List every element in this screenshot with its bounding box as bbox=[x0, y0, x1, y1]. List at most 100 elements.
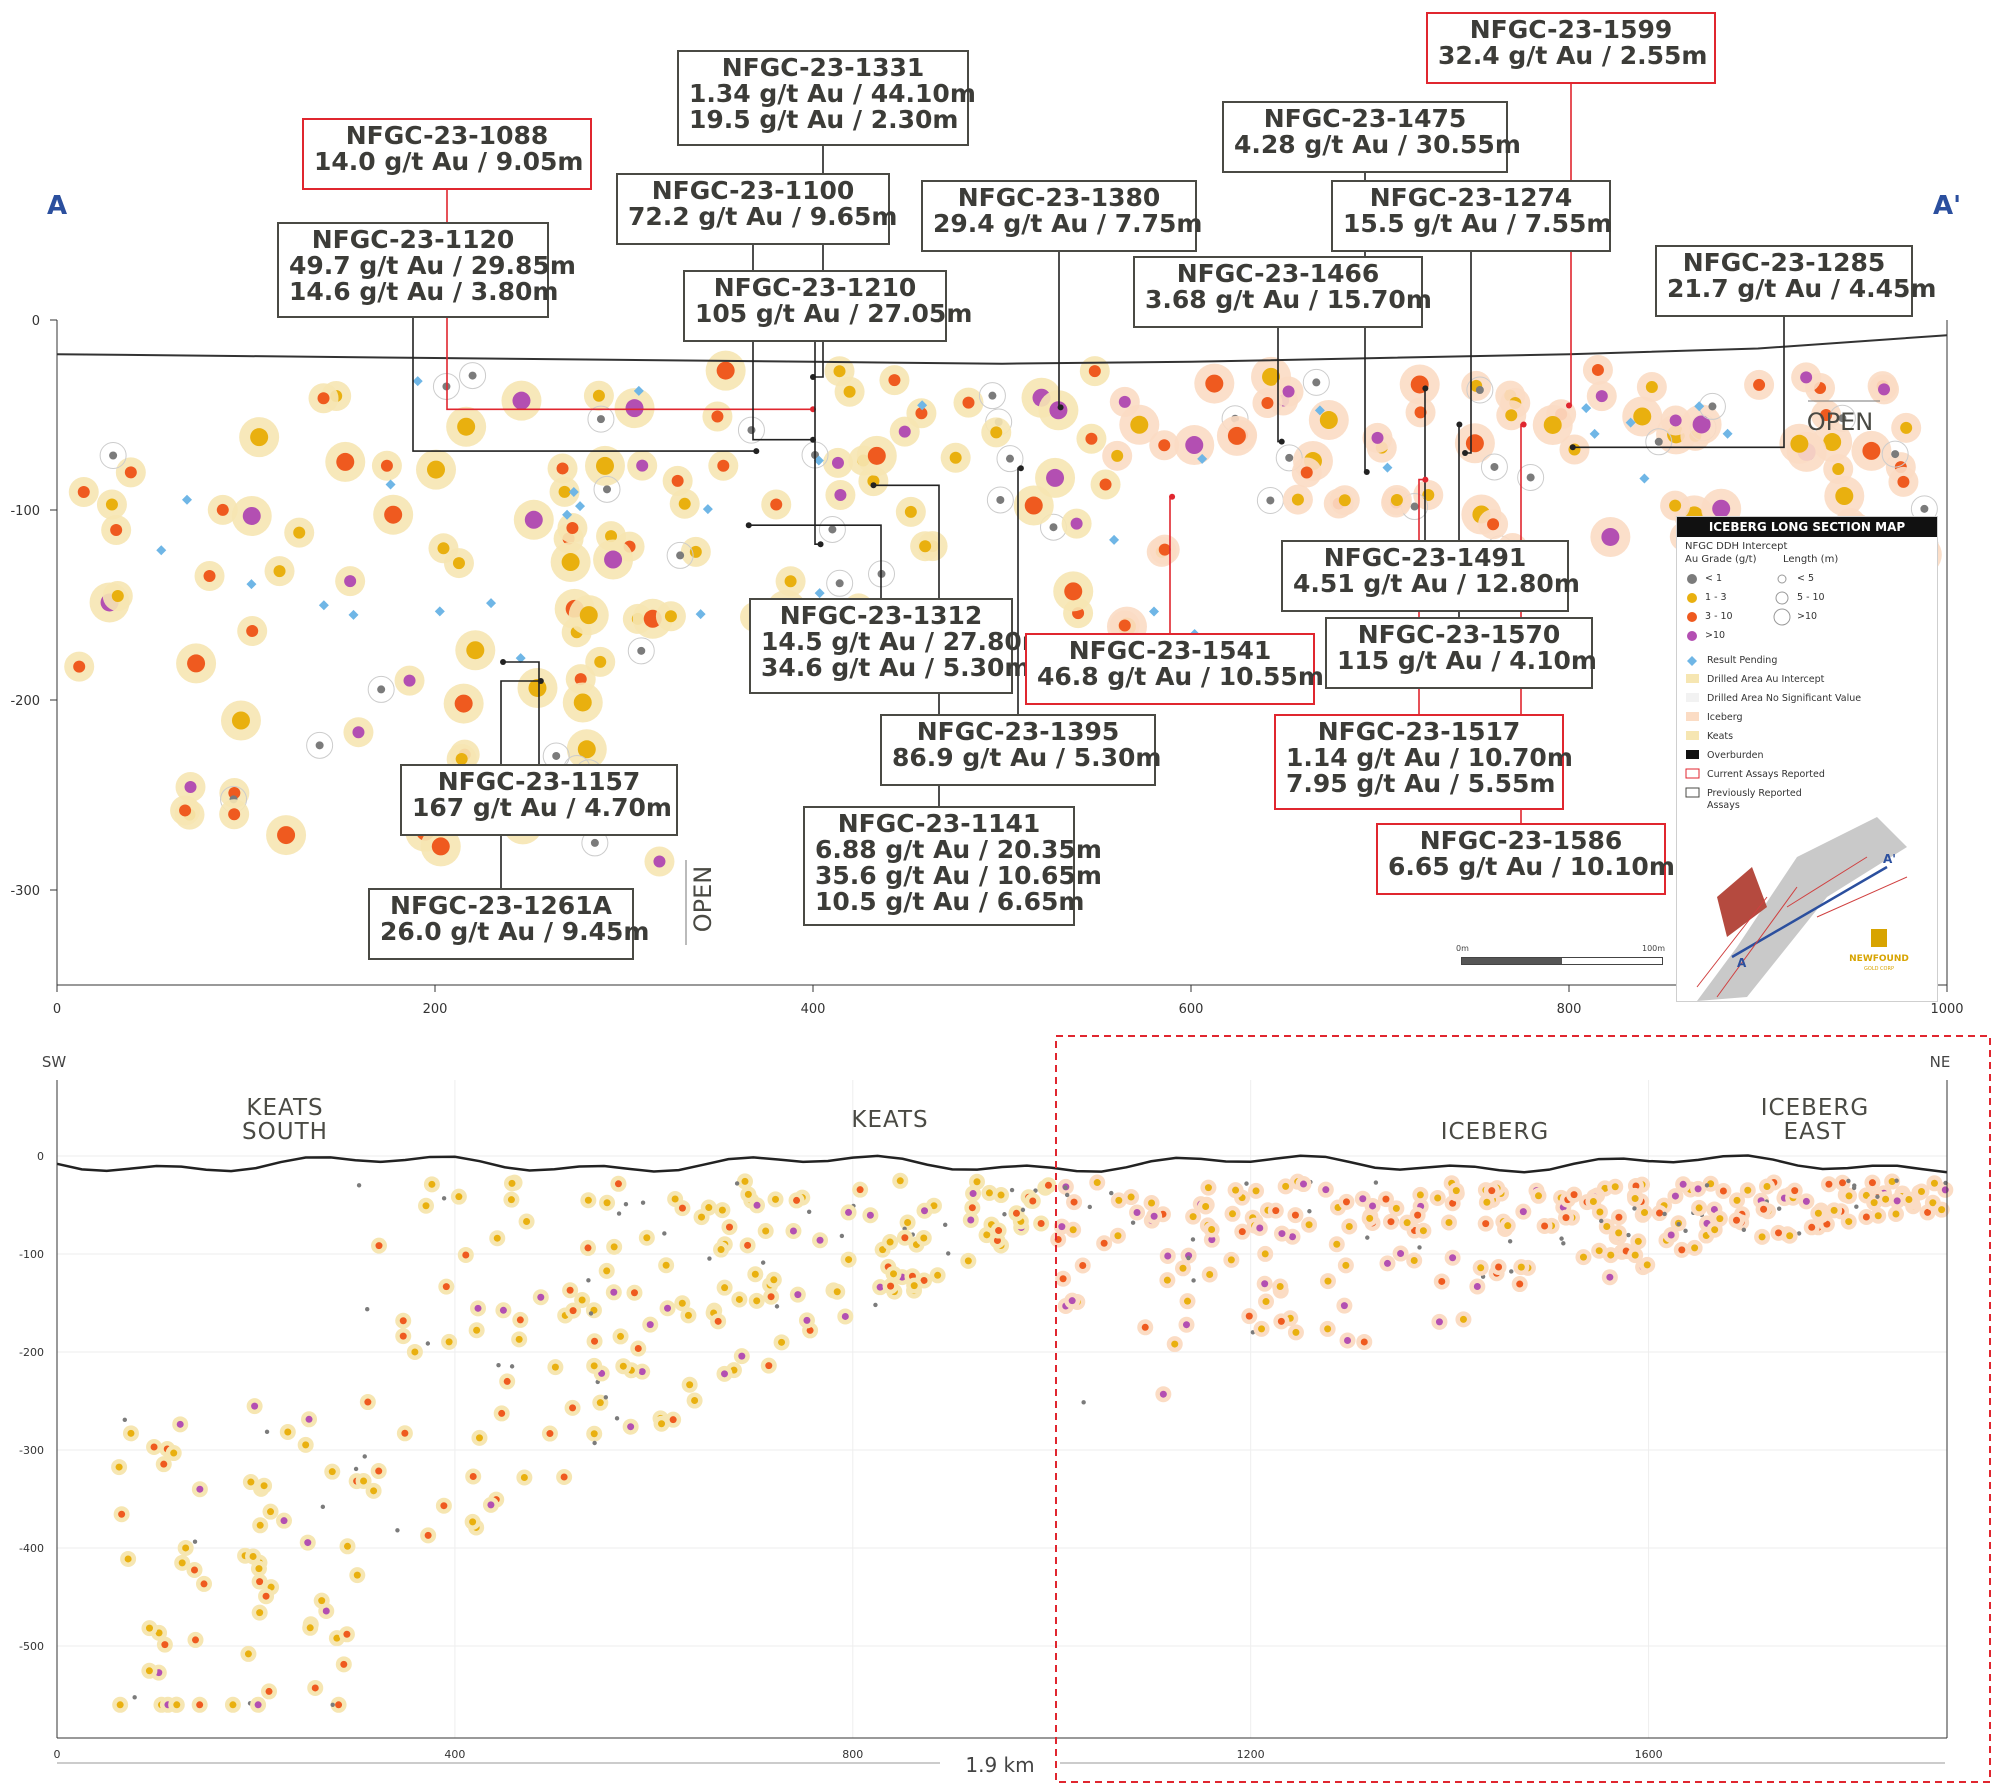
bottom-intercept bbox=[1710, 1205, 1718, 1213]
callout-line: 14.6 g/t Au / 3.80m bbox=[289, 277, 559, 306]
top-intercept bbox=[246, 624, 259, 637]
top-intercept bbox=[179, 804, 192, 817]
top-intercept bbox=[431, 837, 450, 856]
top-pending-hole bbox=[486, 598, 497, 609]
callout-nfgc-23-1312: NFGC-23-1312 14.5 g/t Au / 27.80m 34.6 g/t… bbox=[749, 598, 1048, 694]
bottom-intercept bbox=[1141, 1323, 1149, 1331]
bottom-intercept bbox=[1130, 1220, 1136, 1225]
top-intercept bbox=[1261, 397, 1274, 410]
top-intercept bbox=[996, 495, 1005, 504]
top-intercept bbox=[1227, 426, 1246, 445]
leader-nfgc-23-1157 bbox=[503, 661, 540, 764]
top-x-tick-label: 200 bbox=[423, 1002, 448, 1017]
bottom-intercept bbox=[772, 1195, 780, 1203]
bottom-intercept bbox=[921, 1207, 929, 1215]
bottom-intercept bbox=[182, 1544, 190, 1552]
bottom-intercept bbox=[789, 1227, 797, 1235]
bottom-intercept bbox=[1171, 1340, 1179, 1348]
top-intercept bbox=[1262, 367, 1281, 386]
bottom-intercept bbox=[1634, 1237, 1642, 1245]
callout-line: 6.88 g/t Au / 20.35m bbox=[815, 835, 1102, 864]
leader-end bbox=[1569, 444, 1576, 451]
top-intercept bbox=[595, 456, 614, 475]
bottom-intercept bbox=[200, 1580, 208, 1588]
bottom-intercept bbox=[1830, 1206, 1838, 1214]
top-intercept bbox=[1266, 496, 1275, 505]
bottom-x-tick-label: 1600 bbox=[1635, 1748, 1663, 1761]
bottom-intercept bbox=[118, 1510, 126, 1518]
bottom-intercept bbox=[1002, 1212, 1007, 1217]
bottom-intercept bbox=[671, 1195, 679, 1203]
top-intercept bbox=[566, 521, 579, 534]
callout-line: 1.34 g/t Au / 44.10m bbox=[689, 79, 976, 108]
callout-nfgc-23-1088: NFGC-23-1088 14.0 g/t Au / 9.05m bbox=[302, 118, 592, 190]
legend-length-5-10: 5 - 10 bbox=[1797, 592, 1825, 603]
bottom-intercept bbox=[1562, 1214, 1570, 1222]
bottom-intercept bbox=[520, 1474, 528, 1482]
bottom-intercept bbox=[1534, 1192, 1542, 1200]
bottom-intercept bbox=[469, 1518, 477, 1526]
bottom-intercept bbox=[499, 1306, 507, 1314]
bottom-x-tick-label: 0 bbox=[54, 1748, 61, 1761]
bottom-intercept bbox=[1262, 1298, 1270, 1306]
callout-line: 72.2 g/t Au / 9.65m bbox=[628, 202, 898, 231]
callout-nfgc-23-1261a: NFGC-23-1261A 26.0 g/t Au / 9.45m bbox=[368, 888, 649, 960]
bottom-intercept bbox=[516, 1316, 524, 1324]
top-intercept bbox=[1185, 436, 1204, 455]
leader-nfgc-23-1120 bbox=[412, 318, 757, 452]
bottom-intercept bbox=[360, 1477, 368, 1485]
legend-item-assays: Assays bbox=[1707, 800, 1740, 811]
legend-grade-lt1: < 1 bbox=[1705, 573, 1723, 584]
bottom-intercept bbox=[1704, 1183, 1710, 1188]
bottom-intercept bbox=[1232, 1186, 1240, 1194]
inset-faults bbox=[1696, 856, 1908, 998]
bottom-intercept bbox=[1044, 1181, 1052, 1189]
bottom-intercept bbox=[1606, 1273, 1614, 1281]
top-x-tick-label: 600 bbox=[1179, 1002, 1204, 1017]
callout-line: 14.0 g/t Au / 9.05m bbox=[314, 147, 584, 176]
bottom-intercept bbox=[256, 1609, 264, 1617]
bottom-x-tick-label: 400 bbox=[444, 1748, 465, 1761]
bottom-intercept bbox=[1632, 1206, 1637, 1211]
callout-nfgc-23-1274: NFGC-23-1274 15.5 g/t Au / 7.55m bbox=[1331, 180, 1612, 252]
inset-iceberg-zone bbox=[1717, 867, 1767, 937]
callout-line: NFGC-23-1599 bbox=[1469, 15, 1673, 44]
leader-end bbox=[1456, 421, 1463, 428]
leader-end bbox=[1278, 438, 1285, 445]
top-intercept bbox=[184, 780, 197, 793]
bottom-intercept bbox=[1369, 1202, 1377, 1210]
bottom-intercept bbox=[1733, 1216, 1741, 1224]
bottom-intercept bbox=[1238, 1228, 1246, 1236]
bottom-intercept bbox=[343, 1630, 351, 1638]
top-intercept bbox=[1708, 402, 1717, 411]
legend-grade-lt1-swatch bbox=[1687, 574, 1697, 584]
bottom-intercept bbox=[741, 1177, 749, 1185]
bottom-intercept bbox=[765, 1362, 773, 1370]
bottom-intercept bbox=[262, 1592, 270, 1600]
top-intercept bbox=[1505, 409, 1518, 422]
callout-nfgc-23-1380: NFGC-23-1380 29.4 g/t Au / 7.75m bbox=[921, 180, 1203, 252]
leader-end bbox=[1566, 402, 1572, 409]
top-intercept bbox=[277, 826, 296, 845]
bottom-intercept bbox=[1392, 1204, 1400, 1212]
bottom-intercept bbox=[330, 1702, 335, 1708]
bottom-intercept bbox=[1292, 1328, 1300, 1336]
top-intercept-ring bbox=[1275, 444, 1303, 472]
callout-line: 29.4 g/t Au / 7.75m bbox=[933, 209, 1203, 238]
bottom-intercept bbox=[630, 1289, 638, 1297]
bottom-intercept bbox=[1403, 1219, 1411, 1227]
top-intercept bbox=[1300, 466, 1313, 479]
top-intercept bbox=[1669, 414, 1682, 427]
top-intercept bbox=[1390, 494, 1403, 507]
bottom-intercept bbox=[1473, 1283, 1481, 1291]
bottom-intercept bbox=[943, 1222, 948, 1228]
callout-line: 35.6 g/t Au / 10.65m bbox=[815, 861, 1102, 890]
bottom-x-tick-label: 800 bbox=[842, 1748, 863, 1761]
top-intercept bbox=[1753, 378, 1766, 391]
legend-au-intercept-swatch bbox=[1686, 674, 1699, 683]
top-pending-hole bbox=[702, 504, 713, 515]
bottom-intercept bbox=[440, 1502, 448, 1510]
top-intercept bbox=[552, 751, 561, 760]
callout-line: NFGC-23-1261A bbox=[390, 891, 612, 920]
callout-line: 86.9 g/t Au / 5.30m bbox=[892, 743, 1162, 772]
